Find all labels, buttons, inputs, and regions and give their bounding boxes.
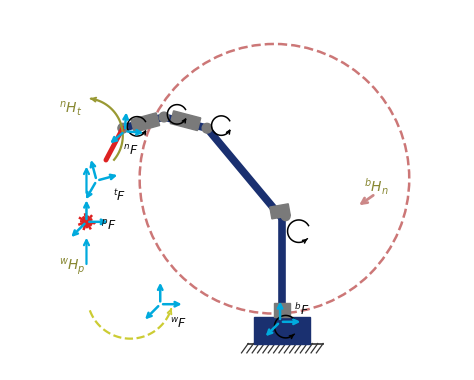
Text: $^tF$: $^tF$ [113,188,127,204]
Circle shape [82,218,91,226]
Circle shape [281,212,290,221]
Text: $^wH_p$: $^wH_p$ [59,257,86,277]
Text: $^wF$: $^wF$ [170,317,187,331]
Text: $^nH_t$: $^nH_t$ [59,100,82,118]
Polygon shape [270,204,290,219]
Text: $^pF$: $^pF$ [100,219,116,233]
Bar [254,317,310,344]
Text: $^nF$: $^nF$ [123,143,138,157]
Polygon shape [131,113,160,132]
Polygon shape [170,111,201,131]
Bar [273,303,290,317]
Circle shape [159,112,169,122]
Text: $^bH_n$: $^bH_n$ [365,176,389,196]
Text: $^bF$: $^bF$ [294,302,310,318]
Circle shape [202,124,212,133]
Circle shape [118,124,128,133]
